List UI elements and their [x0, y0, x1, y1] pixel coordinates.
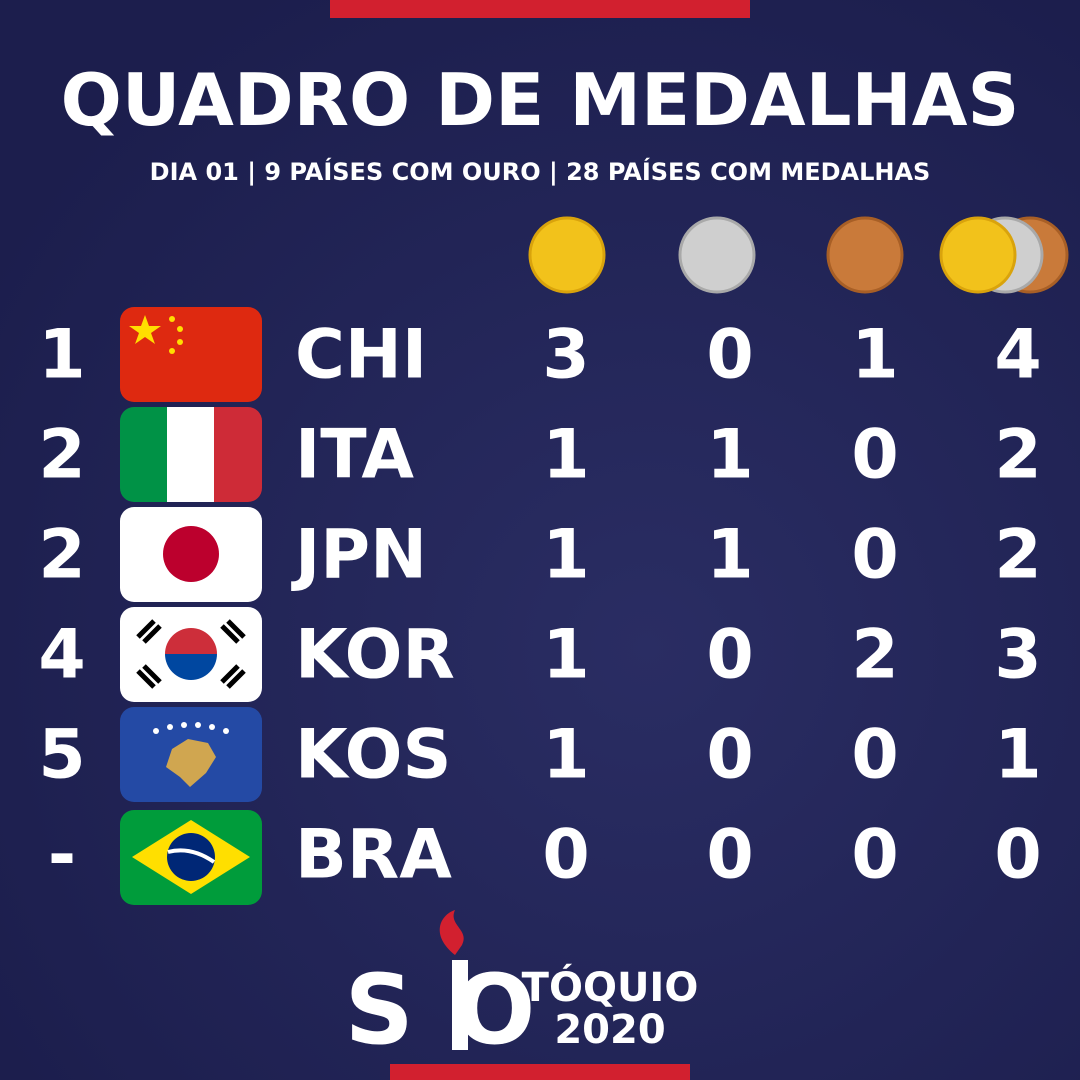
flag-italy — [120, 407, 262, 502]
rank: 1 — [38, 316, 85, 395]
flag-japan — [120, 507, 262, 602]
logo-year: 2020 — [554, 1007, 665, 1053]
rank: 5 — [38, 716, 85, 795]
gold-count: 1 — [542, 616, 589, 695]
bronze-count: 2 — [851, 616, 898, 695]
logo-letters: SO — [345, 954, 576, 1066]
title: QUADRO DE MEDALHAS — [61, 58, 1020, 142]
total-count: 0 — [994, 816, 1041, 895]
country-code: JPN — [291, 516, 427, 595]
bronze-count: 0 — [851, 816, 898, 895]
top-bar — [330, 0, 750, 18]
total-count: 3 — [994, 616, 1041, 695]
rank: 2 — [38, 516, 85, 595]
logo: SO TÓQUIO 2020 — [345, 910, 699, 1066]
country-code: KOR — [295, 616, 455, 695]
subtitle: DIA 01 | 9 PAÍSES COM OURO | 28 PAÍSES C… — [150, 157, 931, 186]
bronze-count: 0 — [851, 516, 898, 595]
silver-count: 1 — [706, 416, 753, 495]
flag-korea — [120, 607, 262, 702]
bronze-count: 0 — [851, 416, 898, 495]
rank: 2 — [38, 416, 85, 495]
gold-count: 1 — [542, 716, 589, 795]
total-count: 2 — [994, 516, 1041, 595]
total-count: 1 — [994, 716, 1041, 795]
silver-count: 1 — [706, 516, 753, 595]
bronze-count: 0 — [851, 716, 898, 795]
total-count: 4 — [994, 316, 1041, 395]
silver-count: 0 — [706, 816, 753, 895]
bottom-bar — [390, 1064, 690, 1080]
silver-count: 0 — [706, 616, 753, 695]
bronze-count: 1 — [851, 316, 898, 395]
country-code: KOS — [295, 716, 451, 795]
silver-count: 0 — [706, 316, 753, 395]
flag-kosovo — [120, 707, 262, 802]
rank: 4 — [38, 616, 85, 695]
gold-count: 0 — [542, 816, 589, 895]
rank: - — [48, 816, 76, 895]
total-count: 2 — [994, 416, 1041, 495]
country-code: CHI — [295, 316, 427, 395]
country-code: BRA — [295, 816, 452, 895]
gold-count: 1 — [542, 516, 589, 595]
flag-china — [120, 307, 262, 402]
silver-count: 0 — [706, 716, 753, 795]
gold-count: 3 — [542, 316, 589, 395]
medal-icons — [528, 216, 1069, 294]
logo-text: TÓQUIO — [522, 963, 699, 1011]
gold-count: 1 — [542, 416, 589, 495]
country-code: ITA — [295, 416, 414, 495]
flag-brazil — [120, 810, 262, 905]
